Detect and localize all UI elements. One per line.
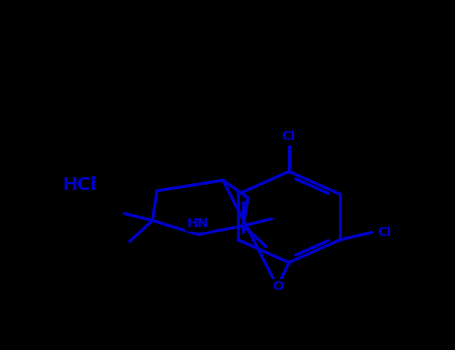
Text: O: O: [272, 280, 283, 294]
Text: HN: HN: [187, 217, 209, 230]
Text: Cl: Cl: [377, 226, 391, 239]
Text: HCl: HCl: [62, 176, 97, 195]
Text: Cl: Cl: [282, 130, 296, 143]
